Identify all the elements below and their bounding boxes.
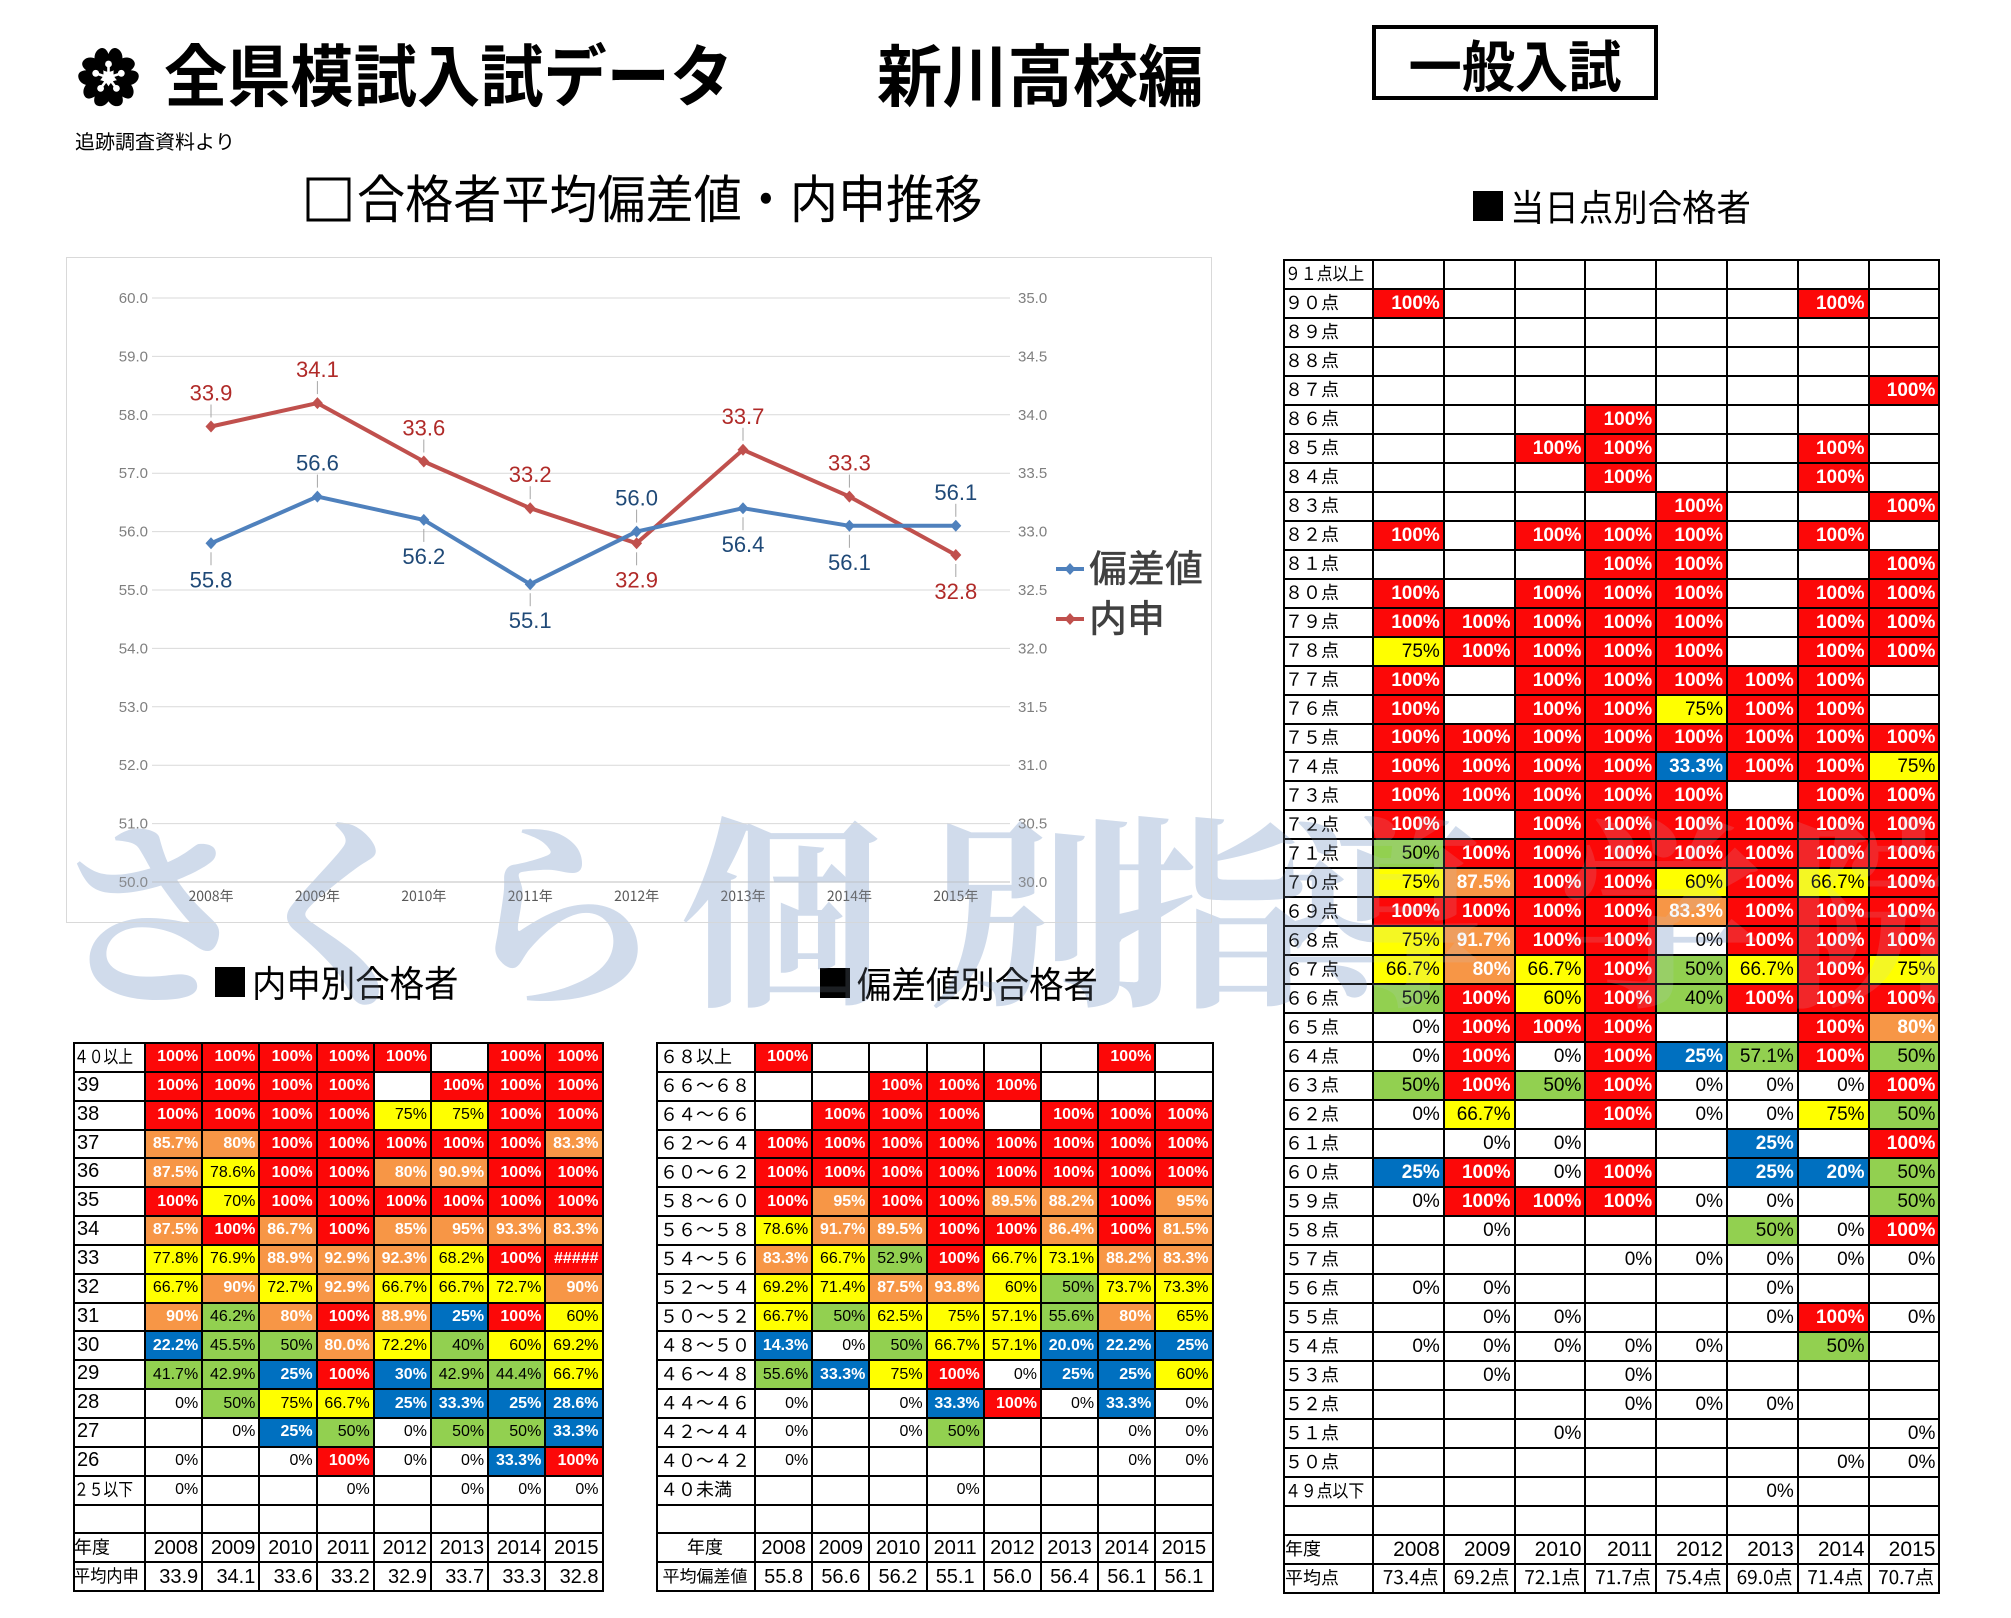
svg-text:56.6: 56.6 bbox=[296, 451, 339, 476]
svg-text:56.2: 56.2 bbox=[402, 544, 445, 569]
svg-text:56.1: 56.1 bbox=[828, 550, 871, 575]
svg-text:34.1: 34.1 bbox=[296, 357, 339, 382]
svg-text:55.0: 55.0 bbox=[119, 582, 148, 599]
svg-text:33.5: 33.5 bbox=[1018, 465, 1047, 482]
svg-text:55.8: 55.8 bbox=[190, 567, 233, 592]
svg-text:30.0: 30.0 bbox=[1018, 874, 1047, 891]
svg-text:57.0: 57.0 bbox=[119, 465, 148, 482]
svg-text:33.0: 33.0 bbox=[1018, 524, 1047, 541]
svg-text:58.0: 58.0 bbox=[119, 407, 148, 424]
svg-text:31.5: 31.5 bbox=[1018, 699, 1047, 716]
svg-text:56.1: 56.1 bbox=[934, 480, 977, 505]
svg-text:54.0: 54.0 bbox=[119, 640, 148, 657]
svg-text:32.8: 32.8 bbox=[934, 579, 977, 604]
svg-text:53.0: 53.0 bbox=[119, 699, 148, 716]
svg-text:56.0: 56.0 bbox=[615, 486, 658, 511]
svg-text:33.9: 33.9 bbox=[190, 381, 233, 406]
svg-text:59.0: 59.0 bbox=[119, 348, 148, 365]
svg-text:60.0: 60.0 bbox=[119, 290, 148, 307]
svg-text:51.0: 51.0 bbox=[119, 816, 148, 833]
svg-text:35.0: 35.0 bbox=[1018, 290, 1047, 307]
svg-text:33.2: 33.2 bbox=[509, 462, 552, 487]
svg-text:34.0: 34.0 bbox=[1018, 407, 1047, 424]
svg-text:56.4: 56.4 bbox=[722, 532, 765, 557]
svg-text:50.0: 50.0 bbox=[119, 874, 148, 891]
svg-text:32.9: 32.9 bbox=[615, 567, 658, 592]
svg-text:32.5: 32.5 bbox=[1018, 582, 1047, 599]
svg-text:30.5: 30.5 bbox=[1018, 816, 1047, 833]
svg-text:32.0: 32.0 bbox=[1018, 640, 1047, 657]
svg-text:34.5: 34.5 bbox=[1018, 348, 1047, 365]
svg-text:55.1: 55.1 bbox=[509, 608, 552, 633]
svg-text:31.0: 31.0 bbox=[1018, 757, 1047, 774]
svg-text:33.3: 33.3 bbox=[828, 451, 871, 476]
svg-text:33.7: 33.7 bbox=[722, 404, 765, 429]
svg-text:33.6: 33.6 bbox=[402, 416, 445, 441]
svg-text:56.0: 56.0 bbox=[119, 524, 148, 541]
svg-text:52.0: 52.0 bbox=[119, 757, 148, 774]
